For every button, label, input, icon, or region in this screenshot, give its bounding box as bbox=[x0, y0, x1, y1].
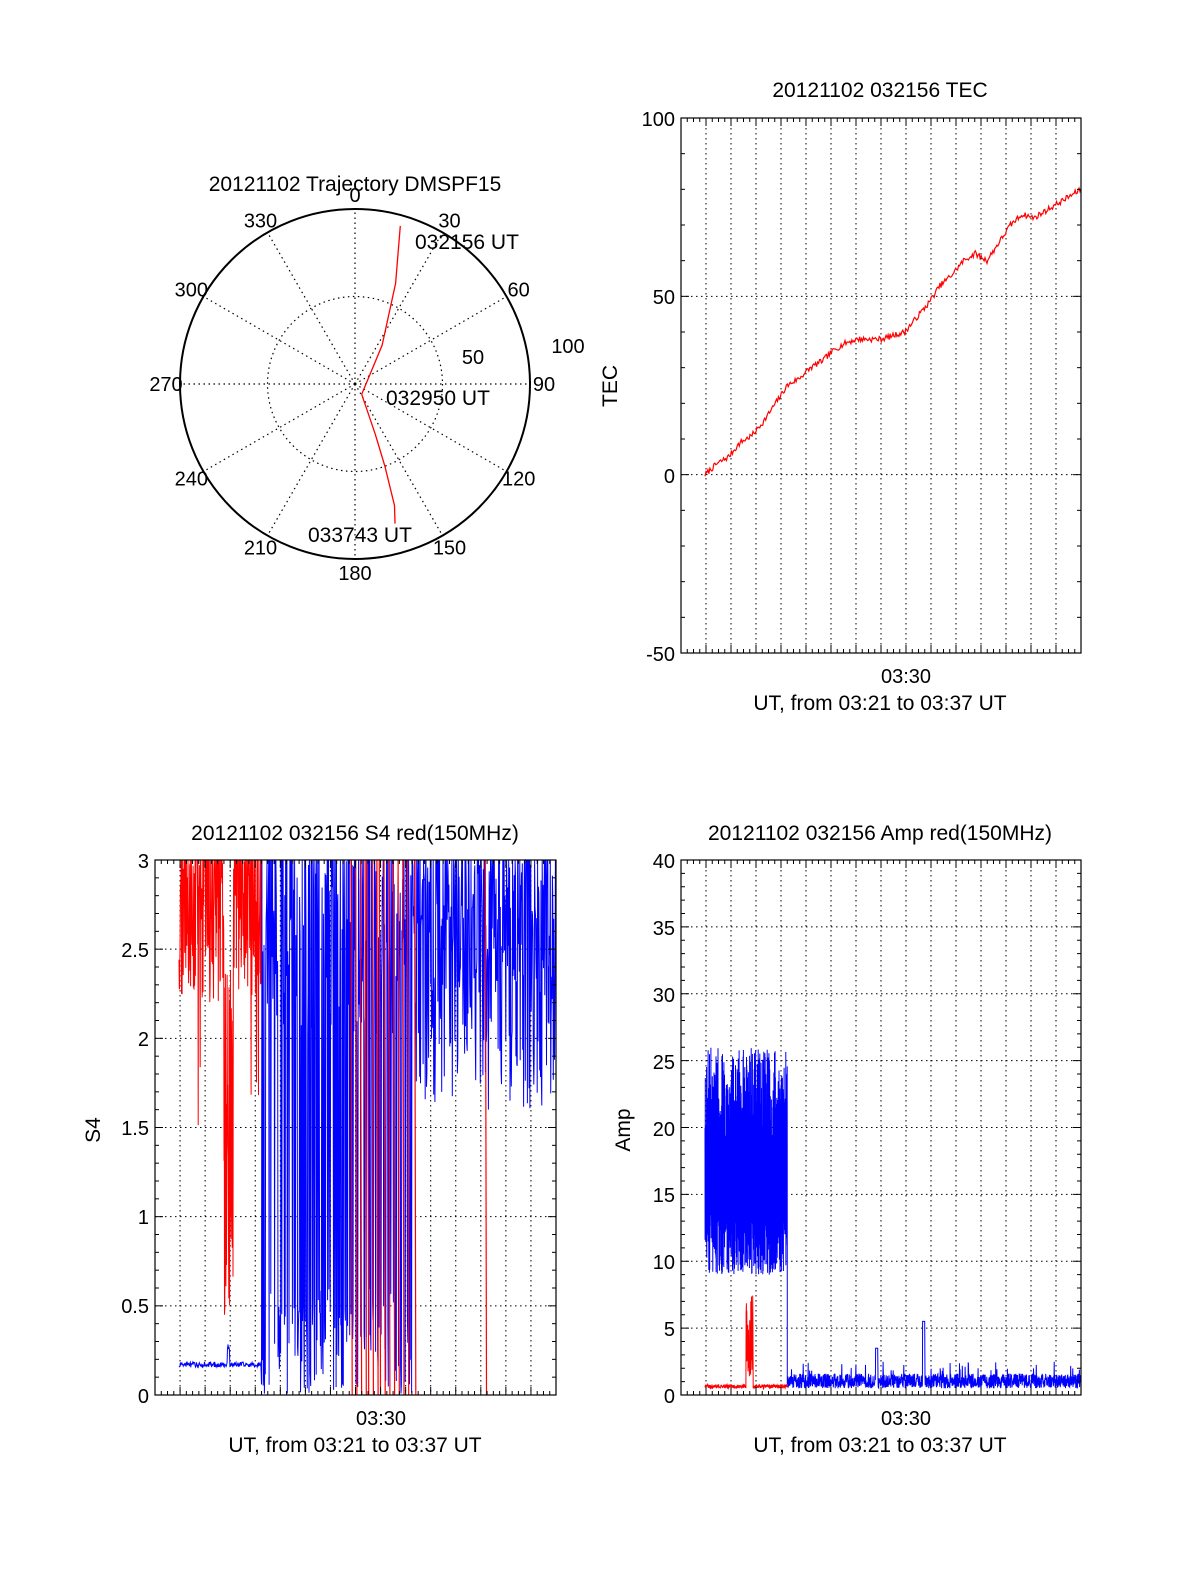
amp-red-series bbox=[704, 1295, 788, 1391]
amp-ytick-20: 20 bbox=[653, 1119, 675, 1141]
s4-xtick-0330: 03:30 bbox=[356, 1408, 406, 1430]
polar-spoke-30 bbox=[354, 232, 444, 385]
polar-angle-label-240: 240 bbox=[175, 469, 208, 491]
tec-ytick-0: 0 bbox=[664, 466, 675, 488]
polar-spoke-120 bbox=[354, 383, 507, 473]
amp-ytick-5: 5 bbox=[664, 1319, 675, 1341]
polar-angle-label-30: 30 bbox=[438, 210, 460, 232]
polar-spoke-240 bbox=[203, 383, 356, 473]
s4-ylabel: S4 bbox=[82, 1117, 105, 1143]
amp-ticks bbox=[681, 860, 1081, 1395]
tec-ytick-minus50: -50 bbox=[646, 644, 675, 666]
polar-spoke-60 bbox=[354, 295, 507, 385]
polar-angle-label-270: 270 bbox=[149, 374, 182, 396]
s4-red-overlay-series bbox=[350, 859, 488, 1396]
polar-spoke-330 bbox=[266, 232, 356, 385]
polar-title: 20121102 Trajectory DMSPF15 bbox=[209, 173, 502, 196]
s4-blue-line bbox=[178, 858, 557, 1394]
polar-angle-labels: 0 30 60 90 120 150 180 210 240 270 300 330 bbox=[149, 185, 555, 585]
polar-annotation-mid: 032950 UT bbox=[386, 387, 490, 410]
polar-radial-label-100: 100 bbox=[551, 336, 584, 358]
amp-xlabel: UT, from 03:21 to 03:37 UT bbox=[753, 1434, 1006, 1457]
s4-title: 20121102 032156 S4 red(150MHz) bbox=[191, 822, 519, 845]
tec-ytick-100: 100 bbox=[642, 109, 675, 131]
s4-red-series bbox=[178, 859, 262, 1315]
amp-title: 20121102 032156 Amp red(150MHz) bbox=[708, 822, 1052, 845]
s4-ticks bbox=[155, 860, 556, 1395]
polar-outer-ring bbox=[179, 208, 531, 560]
polar-grid bbox=[180, 209, 530, 559]
s4-blue-series bbox=[178, 858, 557, 1394]
polar-trajectory-line bbox=[361, 225, 401, 524]
s4-red-line bbox=[178, 859, 262, 1315]
polar-angle-label-300: 300 bbox=[175, 280, 208, 302]
polar-angle-label-330: 330 bbox=[244, 210, 277, 232]
polar-angle-label-150: 150 bbox=[433, 538, 466, 560]
tec-plot: 20121102 032156 TEC 100 50 0 -50 03:30 U… bbox=[599, 79, 1082, 715]
s4-red-spikes bbox=[350, 859, 488, 1396]
s4-ytick-0: 0 bbox=[138, 1386, 149, 1408]
tec-title: 20121102 032156 TEC bbox=[772, 79, 987, 102]
amp-grid bbox=[681, 860, 1081, 1395]
amp-xtick-0330: 03:30 bbox=[881, 1408, 931, 1430]
amp-ytick-40: 40 bbox=[653, 851, 675, 873]
polar-angle-label-90: 90 bbox=[533, 374, 555, 396]
tec-xlabel: UT, from 03:21 to 03:37 UT bbox=[753, 692, 1006, 715]
polar-annotation-end: 033743 UT bbox=[308, 524, 412, 547]
amp-ylabel: Amp bbox=[612, 1108, 635, 1151]
amp-red-line bbox=[704, 1295, 788, 1391]
s4-xlabel: UT, from 03:21 to 03:37 UT bbox=[228, 1434, 481, 1457]
tec-series-line bbox=[704, 186, 1082, 477]
amp-ytick-10: 10 bbox=[653, 1252, 675, 1274]
polar-angle-label-0: 0 bbox=[349, 185, 360, 207]
polar-angle-label-180: 180 bbox=[338, 563, 371, 585]
polar-plot: 20121102 Trajectory DMSPF15 0 30 60 90 120 15… bbox=[149, 173, 584, 585]
amp-blue-series bbox=[704, 1047, 1082, 1390]
polar-annotation-start: 032156 UT bbox=[415, 231, 519, 254]
amp-ytick-0: 0 bbox=[664, 1386, 675, 1408]
amp-plot: 20121102 032156 Amp red(150MHz) 40 35 30… bbox=[612, 822, 1082, 1457]
polar-ring-50 bbox=[266, 295, 444, 473]
tec-grid bbox=[681, 118, 1081, 653]
tec-ylabel: TEC bbox=[599, 365, 622, 407]
polar-angle-label-210: 210 bbox=[244, 538, 277, 560]
s4-ytick-3: 3 bbox=[138, 851, 149, 873]
polar-spoke-210 bbox=[266, 383, 356, 536]
amp-ytick-35: 35 bbox=[653, 918, 675, 940]
s4-plot: 20121102 032156 S4 red(150MHz) 3 2.5 2 1… bbox=[82, 822, 557, 1457]
tec-ytick-50: 50 bbox=[653, 287, 675, 309]
s4-ytick-1: 1 bbox=[138, 1207, 149, 1229]
amp-ytick-30: 30 bbox=[653, 985, 675, 1007]
amp-ytick-15: 15 bbox=[653, 1185, 675, 1207]
polar-spoke-150 bbox=[354, 383, 444, 536]
s4-ytick-1.5: 1.5 bbox=[121, 1118, 149, 1140]
polar-spoke-300 bbox=[203, 295, 356, 385]
polar-radial-label-50: 50 bbox=[462, 347, 484, 369]
polar-angle-label-60: 60 bbox=[508, 280, 530, 302]
amp-blue-line bbox=[704, 1047, 1082, 1390]
tec-ticks bbox=[681, 118, 1081, 653]
s4-ytick-0.5: 0.5 bbox=[121, 1296, 149, 1318]
amp-ytick-25: 25 bbox=[653, 1052, 675, 1074]
polar-angle-label-120: 120 bbox=[502, 469, 535, 491]
s4-ytick-2: 2 bbox=[138, 1029, 149, 1051]
tec-xtick-0330: 03:30 bbox=[881, 666, 931, 688]
s4-ytick-2.5: 2.5 bbox=[121, 940, 149, 962]
